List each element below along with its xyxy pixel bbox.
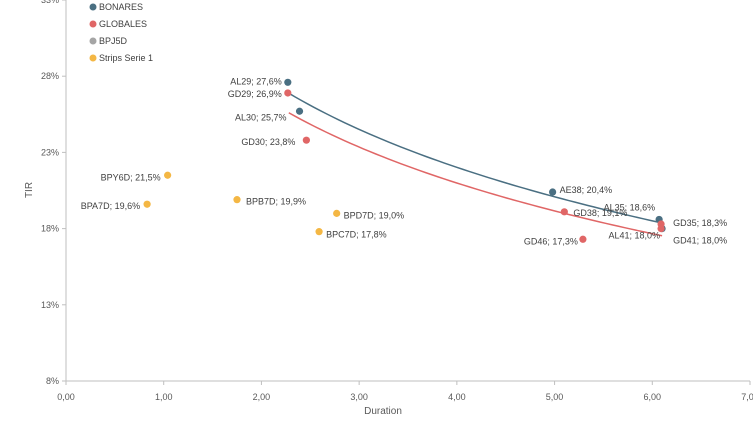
data-label-bpb7d: BPB7D; 19,9% — [246, 197, 306, 207]
y-axis-title: TIR — [24, 182, 35, 198]
point-strips-serie-1-bpy6d — [164, 171, 172, 179]
trendlines — [288, 92, 663, 237]
y-tick-label: 8% — [46, 376, 59, 386]
point-bonares-al29 — [284, 78, 292, 86]
data-label-gd35: GD35; 18,3% — [673, 218, 727, 228]
point-globales-gd38 — [560, 208, 568, 216]
legend: BONARES GLOBALES BPJ5D Strips Serie 1 — [89, 2, 153, 63]
y-tick-label: 33% — [41, 0, 59, 5]
point-globales-gd41 — [657, 225, 665, 233]
legend-label-bpj5d: BPJ5D — [99, 36, 128, 46]
data-label-ae38: AE38; 20,4% — [560, 185, 613, 195]
legend-marker-bonares — [89, 3, 97, 11]
legend-label-bonares: BONARES — [99, 2, 143, 12]
x-tick-label: 2,00 — [253, 392, 271, 402]
legend-label-globales: GLOBALES — [99, 19, 147, 29]
legend-marker-bpj5d — [89, 37, 97, 45]
x-tick-label: 1,00 — [155, 392, 173, 402]
point-bonares-al30 — [295, 107, 304, 115]
x-tick-label: 4,00 — [448, 392, 466, 402]
x-tick-label: 6,00 — [644, 392, 662, 402]
point-strips-serie-1-bpa7d — [143, 200, 151, 208]
data-label-al30: AL30; 25,7% — [235, 112, 287, 122]
x-axis-title: Duration — [364, 406, 402, 417]
x-tick-label: 7,00 — [741, 392, 753, 402]
data-label-al29: AL29; 27,6% — [230, 76, 282, 86]
axes: 8% 13% 18% 23% 28% 33% 0,00 1,00 2,00 3,00 4,00 5,0… — [24, 0, 753, 417]
data-label-gd41: GD41; 18,0% — [673, 236, 727, 246]
data-label-al41: AL41; 18,0% — [609, 231, 661, 241]
point-strips-serie-1-bpc7d — [315, 228, 323, 236]
y-tick-label: 18% — [41, 224, 59, 234]
point-strips-serie-1-bpb7d — [233, 196, 241, 204]
data-label-gd30: GD30; 23,8% — [241, 137, 295, 147]
point-globales-gd29 — [284, 89, 292, 97]
data-label-al35: AL35; 18,6% — [604, 202, 656, 212]
data-points — [143, 78, 666, 243]
point-globales-gd30 — [302, 136, 310, 144]
y-tick-label: 28% — [41, 71, 59, 81]
point-strips-serie-1-bpd7d — [333, 209, 341, 217]
data-label-bpc7d: BPC7D; 17,8% — [326, 230, 387, 240]
data-label-bpd7d: BPD7D; 19,0% — [344, 210, 405, 220]
legend-marker-globales — [89, 20, 97, 28]
legend-marker-strips-serie-1 — [89, 54, 97, 62]
data-label-gd38: GD38; 19,1% — [573, 208, 627, 218]
legend-label-strips-serie-1: Strips Serie 1 — [99, 53, 153, 63]
x-tick-label: 0,00 — [57, 392, 75, 402]
data-labels: AL29; 27,6% AL30; 25,7% AE38; 20,4% AL35; 1… — [81, 76, 727, 246]
trendline-globales — [288, 112, 663, 237]
data-label-bpy6d: BPY6D; 21,5% — [101, 172, 161, 182]
x-tick-label: 3,00 — [350, 392, 368, 402]
data-label-gd46: GD46; 17,3% — [524, 236, 578, 246]
point-bonares-ae38 — [549, 188, 557, 196]
point-globales-gd46 — [579, 235, 587, 243]
x-tick-label: 5,00 — [546, 392, 564, 402]
data-label-gd29: GD29; 26,9% — [228, 89, 282, 99]
y-tick-label: 13% — [41, 300, 59, 310]
data-label-bpa7d: BPA7D; 19,6% — [81, 201, 140, 211]
trendline-bonares — [288, 92, 663, 224]
y-tick-label: 23% — [41, 147, 59, 157]
